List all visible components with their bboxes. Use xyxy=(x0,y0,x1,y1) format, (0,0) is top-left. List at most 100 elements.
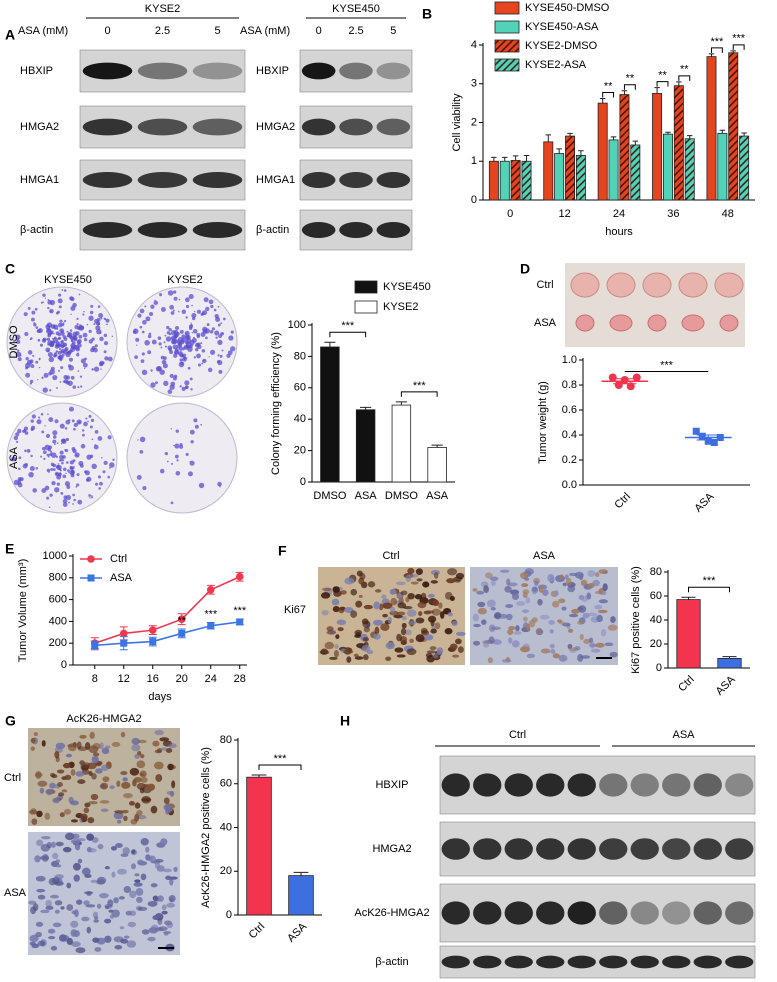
cell-nucleus xyxy=(46,842,53,849)
colony xyxy=(26,359,33,366)
colony xyxy=(181,334,186,339)
cell-nucleus xyxy=(75,947,86,954)
x-tick-label: ASA xyxy=(714,673,739,698)
legend-marker xyxy=(87,574,95,582)
blot-band xyxy=(376,118,411,136)
colony xyxy=(89,497,91,499)
cell-nucleus xyxy=(451,654,460,658)
cell-nucleus xyxy=(75,770,85,777)
cell-nucleus xyxy=(594,604,603,610)
cell-nucleus xyxy=(71,910,76,915)
cell-nucleus xyxy=(115,843,123,849)
colony xyxy=(94,430,99,434)
y-tick-label: 1 xyxy=(471,155,477,167)
cell-nucleus xyxy=(139,754,145,759)
colony xyxy=(73,498,76,502)
colony xyxy=(62,474,67,479)
cell-nucleus xyxy=(52,922,62,928)
cell-nucleus xyxy=(549,643,555,649)
cell-nucleus xyxy=(430,619,435,627)
data-point xyxy=(120,639,128,647)
legend-swatch xyxy=(354,300,378,314)
cell-nucleus xyxy=(131,744,141,752)
colony xyxy=(159,369,165,375)
colony xyxy=(211,327,215,331)
colony xyxy=(91,368,94,371)
cell-nucleus xyxy=(320,648,329,655)
colony xyxy=(46,322,53,328)
colony xyxy=(171,335,176,341)
colony xyxy=(53,355,56,358)
cell-nucleus xyxy=(477,601,486,608)
cell-nucleus xyxy=(79,734,87,739)
colony xyxy=(97,436,103,441)
colony xyxy=(86,454,92,460)
cell-nucleus xyxy=(133,776,142,783)
cell-nucleus xyxy=(394,647,404,653)
colony xyxy=(67,469,70,473)
colony xyxy=(13,458,17,461)
colony xyxy=(195,347,199,352)
cell-nucleus xyxy=(406,648,417,656)
cell-nucleus xyxy=(539,614,550,620)
colony xyxy=(164,451,168,456)
cell-nucleus xyxy=(526,653,536,659)
colony xyxy=(144,305,147,308)
colony xyxy=(210,349,216,355)
colony xyxy=(25,356,29,361)
cell-nucleus xyxy=(561,606,567,611)
colony xyxy=(82,362,88,368)
x-tick-label: DMSO xyxy=(313,490,346,502)
cell-nucleus xyxy=(140,873,147,881)
row-label: ASA xyxy=(4,887,27,899)
blot-band xyxy=(137,62,188,80)
cell-nucleus xyxy=(76,899,83,905)
colony xyxy=(82,313,85,316)
colony xyxy=(71,466,75,470)
cell-nucleus xyxy=(165,875,172,880)
colony xyxy=(30,364,35,368)
colony xyxy=(185,334,191,341)
colony xyxy=(64,481,70,487)
cell-nucleus xyxy=(359,573,366,580)
bar xyxy=(499,160,510,201)
cell-nucleus xyxy=(499,569,510,573)
colony xyxy=(52,468,56,471)
cell-nucleus xyxy=(522,609,530,613)
colony xyxy=(50,462,55,466)
cell-nucleus xyxy=(390,606,395,614)
cell-nucleus xyxy=(70,941,81,947)
colony xyxy=(58,347,62,351)
cell-nucleus xyxy=(130,863,137,870)
cell-nucleus xyxy=(120,853,129,858)
cell-nucleus xyxy=(86,846,92,853)
cell-nucleus xyxy=(131,737,140,745)
cell-nucleus xyxy=(326,630,337,635)
cell-nucleus xyxy=(30,737,36,744)
colony xyxy=(50,452,57,458)
cell-nucleus xyxy=(601,629,607,637)
tumor xyxy=(647,314,667,332)
colony xyxy=(59,423,65,429)
cell-nucleus xyxy=(63,808,72,815)
colony xyxy=(150,304,155,309)
colony xyxy=(47,413,49,416)
cell-nucleus xyxy=(137,906,148,911)
blot-band xyxy=(301,172,336,188)
blot-band xyxy=(339,222,373,238)
bar xyxy=(728,52,739,201)
colony xyxy=(38,366,41,369)
error-bar xyxy=(293,871,309,876)
cell-nucleus xyxy=(373,601,381,610)
cell-nucleus xyxy=(37,894,46,900)
cell-nucleus xyxy=(122,777,128,782)
colony xyxy=(33,323,37,327)
colony xyxy=(88,315,94,321)
cell-nucleus xyxy=(117,868,127,875)
cell-nucleus xyxy=(35,771,42,779)
cell-nucleus xyxy=(380,623,390,632)
colony xyxy=(54,352,56,354)
cell-nucleus xyxy=(367,581,376,588)
colony xyxy=(69,460,74,465)
colony xyxy=(79,463,84,468)
